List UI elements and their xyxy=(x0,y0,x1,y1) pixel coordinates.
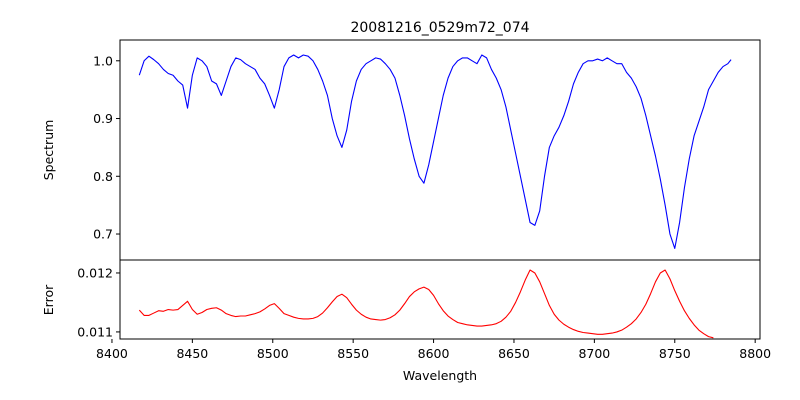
xtick-label: 8800 xyxy=(739,346,771,361)
chart-title: 20081216_0529m72_074 xyxy=(350,20,529,36)
spectrum-panel: 0.7 0.8 0.9 1.0 Spectrum xyxy=(41,39,761,261)
xtick-label: 8500 xyxy=(257,346,289,361)
xtick-label: 8700 xyxy=(578,346,610,361)
error-ylabel: Error xyxy=(41,284,56,315)
error-plot-area xyxy=(120,260,760,339)
xtick-label: 8400 xyxy=(96,346,128,361)
x-axis-label: Wavelength xyxy=(403,368,477,383)
error-series-line xyxy=(138,269,714,339)
xtick-label: 8650 xyxy=(498,346,530,361)
xtick-label: 8550 xyxy=(337,346,369,361)
error-axes-frame xyxy=(119,259,761,340)
spectrum-series-line xyxy=(138,54,732,249)
xtick-label: 8600 xyxy=(418,346,450,361)
xtick-label: 8450 xyxy=(176,346,208,361)
spectrum-ytick-label: 0.8 xyxy=(93,169,113,184)
spectrum-ytick-label: 1.0 xyxy=(93,53,113,68)
spectrum-ytick-label: 0.9 xyxy=(93,111,113,126)
error-ytick-label: 0.012 xyxy=(77,265,113,280)
error-panel: 0.011 0.012 8400 8450 8500 8550 8600 8650 8700 8… xyxy=(41,259,771,383)
xtick-label: 8750 xyxy=(659,346,691,361)
spectrum-plot-area xyxy=(120,40,760,260)
spectrum-ylabel: Spectrum xyxy=(41,120,56,181)
spectrum-ytick-label: 0.7 xyxy=(93,227,113,242)
error-ytick-label: 0.011 xyxy=(77,324,113,339)
